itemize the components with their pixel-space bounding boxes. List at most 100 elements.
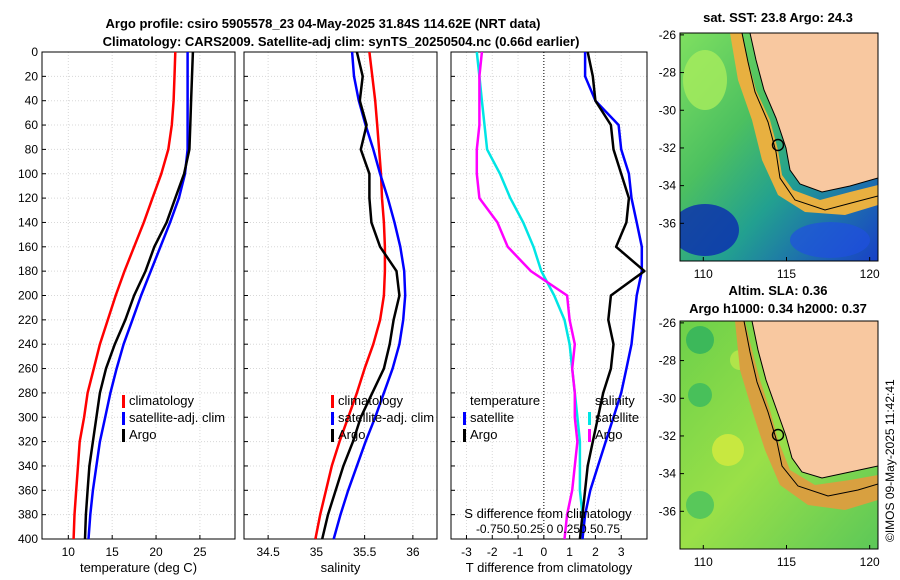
- legend-label-climatology: climatology: [129, 393, 195, 408]
- y-tick-label: 20: [25, 69, 39, 83]
- difference-legend: temperature satellite Argo salinity sate…: [463, 393, 639, 442]
- y-tick-label: 380: [18, 508, 38, 522]
- figure-title-line2: Climatology: CARS2009. Satellite-adj cli…: [103, 34, 580, 49]
- legend-swatch-climatology: [122, 395, 125, 408]
- sla-land: [752, 321, 878, 478]
- map-lat-tick-label: -32: [659, 141, 677, 155]
- x-axis-label: salinity: [321, 560, 361, 575]
- legend-swatch-t-satellite: [463, 412, 466, 425]
- imos-credit: ©IMOS 09-May-2025 11:42:41: [883, 379, 897, 542]
- legend-label-argo: Argo: [338, 427, 365, 442]
- series-line-climatology: [72, 51, 177, 540]
- sla-argo-marker: [771, 428, 785, 442]
- y-tick-label: 180: [18, 264, 38, 278]
- sst-map: [680, 33, 878, 261]
- x-tick-label: 34.5: [256, 545, 280, 559]
- x-tick-label: 35.5: [353, 545, 377, 559]
- sst-warm-patch: [683, 50, 727, 110]
- legend-label-satellite: satellite-adj. clim: [129, 410, 225, 425]
- y-tick-label: 260: [18, 362, 38, 376]
- series-line-argo: [320, 51, 401, 540]
- salinity-legend: climatology satellite-adj. clim Argo: [331, 393, 434, 442]
- x-axis-label: T difference from climatology: [466, 560, 633, 575]
- y-tick-label: 340: [18, 459, 38, 473]
- sst-land: [750, 33, 878, 192]
- map-lat-tick-label: -34: [659, 467, 677, 481]
- map-lat-tick-label: -26: [659, 316, 677, 330]
- series-line-t-argo: [475, 51, 579, 540]
- sla-map-frame: [679, 320, 879, 550]
- series-line-s-argo: [578, 51, 646, 540]
- map-lat-tick-label: -28: [659, 66, 677, 80]
- map-lon-tick-label: 120: [860, 267, 880, 281]
- x-tick-label: -2: [487, 545, 498, 559]
- sla-isobath: [743, 321, 878, 497]
- y-tick-label: 140: [18, 215, 38, 229]
- sla-map-title-line1: Altim. SLA: 0.36: [729, 283, 828, 298]
- series-line-s-satellite: [581, 52, 644, 540]
- y-tick-label: 40: [25, 94, 39, 108]
- s-difference-tick-labels: -0.750.50.25 0 0.250.50.75: [476, 522, 620, 536]
- sla-eddy: [686, 491, 714, 519]
- sst-coastline: [749, 33, 878, 193]
- map-lat-tick-label: -36: [659, 216, 677, 230]
- figure-title-line1: Argo profile: csiro 5905578_23 04-May-20…: [106, 16, 541, 31]
- map-lat-tick-label: -32: [659, 429, 677, 443]
- sst-cool-patch: [680, 204, 739, 256]
- map-lat-tick-label: -30: [659, 103, 677, 117]
- map-lat-tick-label: -30: [659, 391, 677, 405]
- sst-coastal-warm-band: [730, 33, 878, 215]
- legend-label-climatology: climatology: [338, 393, 404, 408]
- y-tick-label: 80: [25, 142, 39, 156]
- legend-swatch-argo: [122, 429, 125, 442]
- y-tick-label: 0: [31, 45, 38, 59]
- x-tick-label: 10: [62, 545, 76, 559]
- sst-cool-patch: [790, 222, 870, 258]
- sla-eddy: [686, 326, 714, 354]
- sla-eddy: [712, 434, 744, 466]
- x-tick-label: 3: [618, 545, 625, 559]
- series-line-satellite-adj-clim: [87, 52, 189, 540]
- x-tick-label: 1: [566, 545, 573, 559]
- map-lat-tick-label: -28: [659, 354, 677, 368]
- y-tick-label: 220: [18, 313, 38, 327]
- map-lon-tick-label: 115: [777, 555, 796, 569]
- map-lat-tick-label: -34: [659, 179, 677, 193]
- y-tick-label: 320: [18, 435, 38, 449]
- legend-label-t-satellite: satellite: [470, 410, 514, 425]
- legend-swatch-satellite: [122, 412, 125, 425]
- difference-panel: -3 -2 -1 0 1 2 3T difference from climatology: [450, 51, 648, 575]
- temperature-legend: climatology satellite-adj. clim Argo: [122, 393, 225, 442]
- x-tick-label: -3: [461, 545, 472, 559]
- legend-swatch-argo: [331, 429, 334, 442]
- x-tick-label: 36: [406, 545, 420, 559]
- x-tick-label: -1: [513, 545, 524, 559]
- map-lat-tick-label: -26: [659, 28, 677, 42]
- y-tick-label: 400: [18, 532, 38, 546]
- y-tick-label: 280: [18, 386, 38, 400]
- y-tick-label: 240: [18, 337, 38, 351]
- x-tick-label: 0: [540, 545, 547, 559]
- y-tick-label: 100: [18, 167, 38, 181]
- sla-map-title-line2: Argo h1000: 0.34 h2000: 0.37: [689, 301, 867, 316]
- sla-coastal-band: [735, 321, 878, 510]
- temperature-panel: 0 20 40 60 80 100 120 140 160 180 200 220 240 260 280 3…: [18, 45, 236, 575]
- series-line-climatology: [314, 51, 387, 540]
- sst-map-frame: [679, 32, 879, 262]
- sst-map-ticks: 110 115 120 -26 -28 -30 -32 -34 -36: [659, 28, 880, 281]
- series-line-satellite-adj-clim: [332, 51, 407, 540]
- y-tick-label: 200: [18, 289, 38, 303]
- legend-label-s-argo: Argo: [595, 427, 622, 442]
- x-tick-label: 2: [592, 545, 599, 559]
- legend-swatch-t-argo: [463, 429, 466, 442]
- salinity-panel: 34.5 35 35.5 36 salinity: [243, 51, 438, 575]
- legend-swatch-satellite: [331, 412, 334, 425]
- legend-label-s-satellite: satellite: [595, 410, 639, 425]
- legend-swatch-climatology: [331, 395, 334, 408]
- legend-title-salinity: salinity: [595, 393, 635, 408]
- legend-swatch-s-argo: [588, 429, 591, 442]
- sla-coastline: [751, 321, 878, 479]
- sst-isobath: [741, 33, 878, 211]
- x-axis-label: temperature (deg C): [80, 560, 197, 575]
- map-lon-tick-label: 115: [777, 267, 796, 281]
